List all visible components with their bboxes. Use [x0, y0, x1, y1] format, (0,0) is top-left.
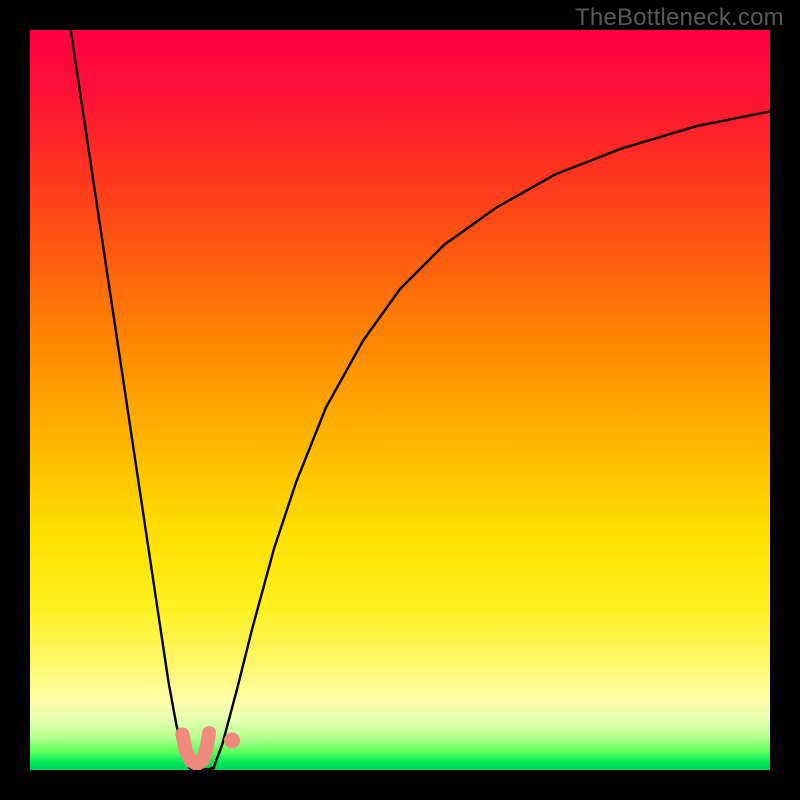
- watermark-text: TheBottleneck.com: [575, 4, 784, 32]
- gradient-background: [30, 30, 770, 770]
- marker-dot: [224, 732, 240, 748]
- chart-frame: [30, 30, 770, 770]
- gradient-plot: [30, 30, 770, 770]
